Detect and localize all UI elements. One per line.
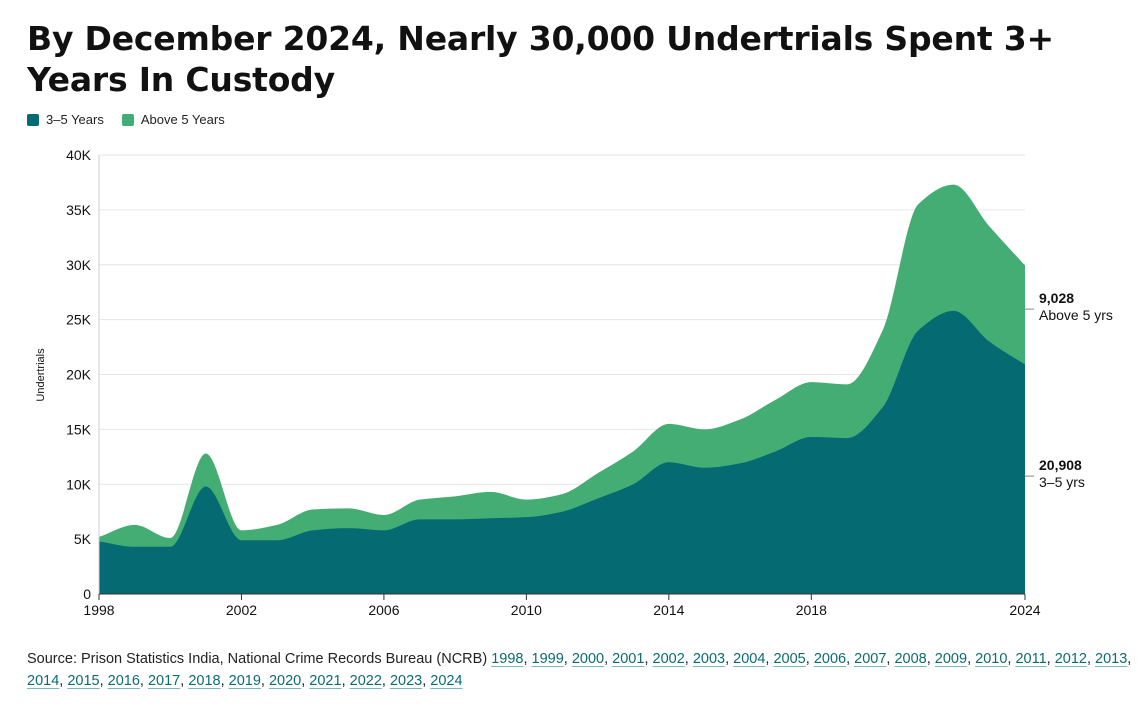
source-separator: , <box>59 673 68 689</box>
source-separator: , <box>301 673 310 689</box>
chart-title: By December 2024, Nearly 30,000 Undertri… <box>27 19 1054 99</box>
source-separator: , <box>684 651 693 667</box>
source-link-2011[interactable]: 2011 <box>1015 651 1047 667</box>
area-3-5-years <box>99 310 1025 594</box>
annotation-label: 3–5 yrs <box>1039 474 1085 490</box>
y-tick-label: 5K <box>74 531 92 547</box>
source-link-2016[interactable]: 2016 <box>107 673 140 689</box>
source-separator: , <box>644 651 653 667</box>
source-separator: , <box>1007 651 1016 667</box>
x-tick-label: 2014 <box>653 602 684 618</box>
source-separator: , <box>563 651 572 667</box>
source-separator: , <box>805 651 814 667</box>
source-separator: , <box>139 673 148 689</box>
source-link-2017[interactable]: 2017 <box>147 673 181 689</box>
source-separator: , <box>1086 651 1096 667</box>
source-link-2023[interactable]: 2023 <box>389 673 423 689</box>
source-prefix: Source: Prison Statistics India, Nationa… <box>27 651 488 667</box>
source-separator: , <box>1127 651 1132 667</box>
source-separator: , <box>220 673 229 689</box>
source-link-1999[interactable]: 1999 <box>531 651 564 667</box>
source-link-2008[interactable]: 2008 <box>894 651 927 667</box>
legend-item-3-5-years[interactable]: 3–5 Years <box>27 112 104 127</box>
y-tick-label: 40K <box>66 147 92 163</box>
y-tick-label: 35K <box>66 202 92 218</box>
source-link-2003[interactable]: 2003 <box>692 651 726 667</box>
source-link-2009[interactable]: 2009 <box>934 651 968 667</box>
source-separator: , <box>1046 651 1055 667</box>
source-separator: , <box>523 651 532 667</box>
gridlines <box>99 154 1025 540</box>
source-separator: , <box>260 673 269 689</box>
source-separator: , <box>180 673 189 689</box>
x-tick-label: 1998 <box>83 602 114 618</box>
annotation-value: 9,028 <box>1039 290 1074 306</box>
source-separator: , <box>381 673 390 689</box>
source-separator: , <box>765 651 774 667</box>
source-link-2022[interactable]: 2022 <box>349 673 382 689</box>
source-link-2012[interactable]: 2012 <box>1054 651 1087 667</box>
source-link-2002[interactable]: 2002 <box>652 651 685 667</box>
source-separator: , <box>926 651 935 667</box>
legend-label-3-5-years: 3–5 Years <box>46 112 104 127</box>
legend-label-above-5-years: Above 5 Years <box>140 112 225 127</box>
source-separator: , <box>886 651 895 667</box>
x-tick-label: 2010 <box>511 602 542 618</box>
legend-swatch-above-5-years <box>121 113 134 126</box>
source-link-2021[interactable]: 2021 <box>309 673 342 689</box>
source-link-2024[interactable]: 2024 <box>430 673 463 689</box>
axes: 0 5K 10K 15K 20K 25K 30K 35K 40K 1998 2002 2006 2010… <box>66 147 1041 618</box>
source-link-2007[interactable]: 2007 <box>854 651 887 667</box>
source-link-2020[interactable]: 2020 <box>268 673 302 689</box>
source-link-2015[interactable]: 2015 <box>67 673 100 689</box>
source-link-2014[interactable]: 2014 <box>27 673 60 689</box>
chart-areas <box>99 184 1025 594</box>
x-tick-label: 2018 <box>796 602 827 618</box>
x-tick-label: 2024 <box>1009 602 1040 618</box>
source-link-2019[interactable]: 2019 <box>228 673 261 689</box>
source-year-links: 1998, 1999, 2000, 2001, 2002, 2003, 2004… <box>27 651 1131 689</box>
y-axis-label: Undertrials <box>35 348 47 402</box>
source-link-2000[interactable]: 2000 <box>571 651 605 667</box>
legend-item-above-5-years[interactable]: Above 5 Years <box>121 112 225 127</box>
y-tick-label: 25K <box>66 312 92 328</box>
y-tick-label: 0 <box>83 586 91 602</box>
y-tick-label: 30K <box>66 257 92 273</box>
source-separator: , <box>604 651 613 667</box>
stacked-area-chart: 0 5K 10K 15K 20K 25K 30K 35K 40K 1998 2002 2006 2010… <box>35 147 1113 618</box>
source-link-2010[interactable]: 2010 <box>975 651 1008 667</box>
source-link-2013[interactable]: 2013 <box>1095 651 1128 667</box>
y-tick-label: 20K <box>66 367 92 383</box>
source-link-2005[interactable]: 2005 <box>773 651 806 667</box>
legend: 3–5 Years Above 5 Years <box>27 112 225 127</box>
source-link-2018[interactable]: 2018 <box>188 673 221 689</box>
source-separator: , <box>99 673 108 689</box>
source-separator: , <box>846 651 855 667</box>
source-link-2001[interactable]: 2001 <box>612 651 645 667</box>
y-tick-label: 15K <box>66 421 92 437</box>
source-link-1998[interactable]: 1998 <box>491 651 524 667</box>
source-note: Source: Prison Statistics India, Nationa… <box>27 648 1137 692</box>
legend-swatch-3-5-years <box>27 113 39 126</box>
source-link-2004[interactable]: 2004 <box>733 651 766 667</box>
source-link-2006[interactable]: 2006 <box>813 651 847 667</box>
source-separator: , <box>967 651 976 667</box>
annotation-value: 20,908 <box>1039 457 1082 473</box>
source-separator: , <box>725 651 734 667</box>
source-separator: , <box>422 673 431 689</box>
x-tick-label: 2006 <box>368 602 399 618</box>
x-tick-label: 2002 <box>226 602 257 618</box>
annotation-label: Above 5 yrs <box>1039 307 1113 323</box>
source-separator: , <box>341 673 350 689</box>
y-tick-label: 10K <box>66 476 92 492</box>
